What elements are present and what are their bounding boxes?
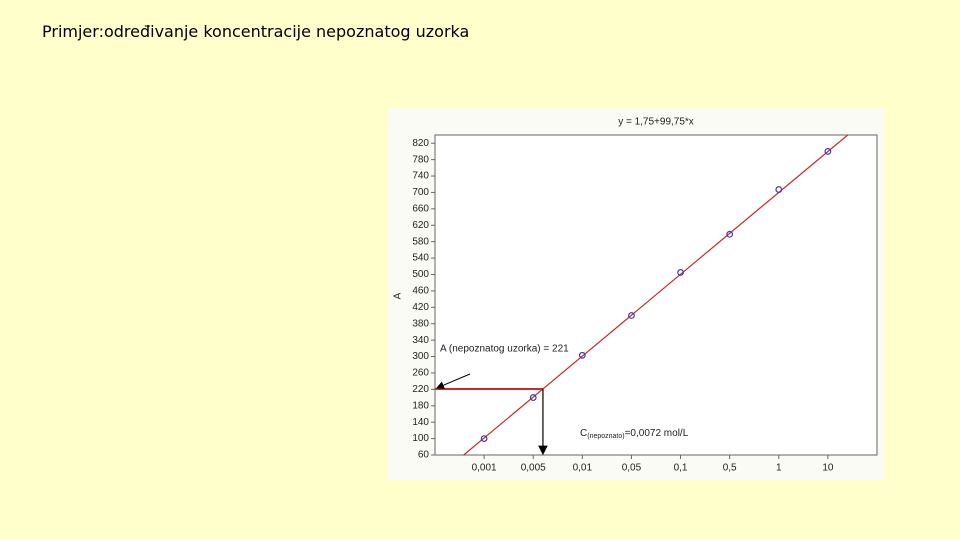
x-tick-label: 0,5	[723, 463, 737, 474]
x-tick-label: 0,05	[622, 463, 642, 474]
concentration-label: C(nepoznato)=0,0072 mol/L	[580, 428, 689, 440]
x-tick-label: 10	[822, 463, 834, 474]
fit-line	[463, 134, 849, 456]
x-tick-label: 0,005	[521, 463, 546, 474]
x-tick-label: 0,1	[674, 463, 688, 474]
chart-title: y = 1,75+99,75*x	[618, 117, 694, 128]
concentration-symbol: C	[580, 428, 587, 439]
y-tick-label: 740	[412, 171, 429, 182]
y-tick-label: 220	[412, 384, 429, 395]
point	[578, 351, 586, 359]
x-tick-label: 1	[776, 463, 782, 474]
point	[480, 435, 488, 442]
y-tick-label: 300	[412, 351, 429, 362]
y-tick-label: 140	[412, 417, 429, 428]
x-tick-label: 0,001	[472, 463, 497, 474]
point	[726, 230, 734, 238]
concentration-subscript: (nepoznato)	[587, 433, 624, 440]
y-tick-label: 60	[418, 450, 430, 461]
point	[677, 269, 684, 276]
point	[529, 394, 537, 401]
y-tick-label: 580	[412, 236, 429, 247]
y-tick-label: 820	[412, 138, 429, 149]
y-tick-label: 340	[412, 335, 429, 346]
point	[775, 186, 783, 193]
point	[628, 312, 635, 319]
y-tick-label: 100	[412, 433, 429, 444]
slide-title: Primjer:određivanje koncentracije nepozn…	[42, 22, 470, 41]
point	[824, 148, 832, 155]
y-axis-label: A	[393, 292, 404, 299]
y-tick-label: 260	[412, 368, 429, 379]
y-tick-label: 380	[412, 318, 429, 329]
y-tick-label: 700	[412, 187, 429, 198]
reference-arrow	[436, 373, 471, 389]
y-tick-label: 540	[412, 253, 429, 264]
y-tick-label: 500	[412, 269, 429, 280]
y-tick-label: 660	[412, 203, 429, 214]
y-tick-label: 420	[412, 302, 429, 313]
y-tick-label: 780	[412, 154, 429, 165]
y-tick-label: 460	[412, 286, 429, 297]
y-tick-label: 620	[412, 220, 429, 231]
concentration-text: =0,0072 mol/L	[625, 428, 689, 439]
y-tick-label: 180	[412, 400, 429, 411]
x-tick-label: 0,01	[573, 463, 593, 474]
reference-label: A (nepoznatog uzorka) = 221	[440, 344, 569, 355]
